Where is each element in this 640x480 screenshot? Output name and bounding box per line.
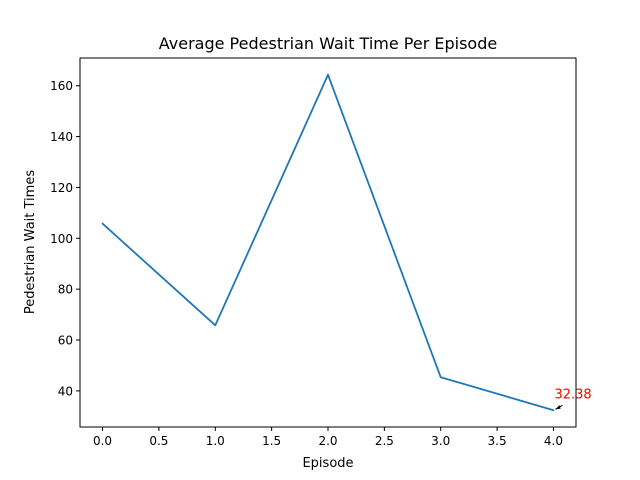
x-tick-label: 2.0 xyxy=(318,434,337,448)
x-axis-label: Episode xyxy=(302,456,353,471)
y-axis-label: Pedestrian Wait Times xyxy=(23,170,38,314)
y-axis: 40 60 80 100 120 140 160 xyxy=(50,79,80,398)
x-axis: 0.0 0.5 1.0 1.5 2.0 2.5 3.0 3.5 4.0 xyxy=(93,427,563,448)
y-tick-label: 80 xyxy=(58,283,73,297)
data-point xyxy=(439,376,442,379)
x-tick-label: 0.0 xyxy=(93,434,112,448)
y-tick-label: 40 xyxy=(58,384,73,398)
x-tick-label: 4.0 xyxy=(544,434,563,448)
data-point xyxy=(552,409,555,412)
y-tick-label: 120 xyxy=(50,181,73,195)
y-tick-label: 100 xyxy=(50,232,73,246)
x-tick-label: 3.5 xyxy=(488,434,507,448)
x-tick-label: 1.0 xyxy=(206,434,225,448)
data-point xyxy=(214,324,217,327)
data-point xyxy=(101,222,104,225)
annotation-arrowhead xyxy=(555,405,561,410)
x-tick-label: 1.5 xyxy=(262,434,281,448)
x-tick-label: 3.0 xyxy=(431,434,450,448)
y-tick-label: 160 xyxy=(50,79,73,93)
y-tick-label: 140 xyxy=(50,130,73,144)
axes-frame xyxy=(79,57,577,428)
plot-area: 32.38 xyxy=(101,73,592,412)
data-point xyxy=(327,73,329,76)
series-line xyxy=(101,73,554,412)
x-tick-label: 0.5 xyxy=(149,434,168,448)
chart-title: Average Pedestrian Wait Time Per Episode xyxy=(159,34,497,53)
x-tick-label: 2.5 xyxy=(375,434,394,448)
y-tick-label: 60 xyxy=(58,334,73,348)
annotation-label: 32.38 xyxy=(554,387,591,402)
